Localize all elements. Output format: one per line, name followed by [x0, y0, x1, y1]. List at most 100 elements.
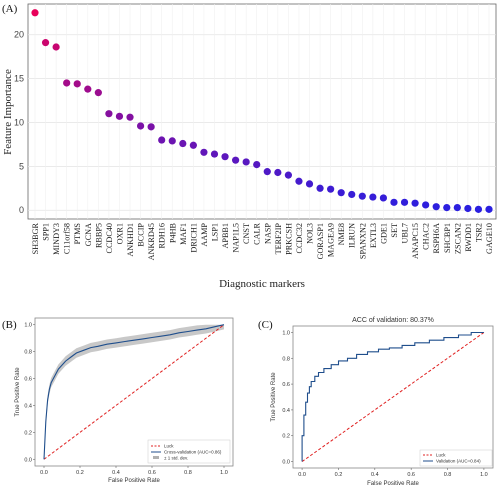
panel-a-point-PRKCSH — [284, 171, 292, 179]
panel-a: 0 5 10 15 20 SH3BGR SPP1 MINDY3 C11orf58 PTMS GCN… — [2, 3, 497, 290]
panel-a-x-tick-label: MAGEA9 — [327, 223, 336, 257]
panel-a-x-tick-label: RDH16 — [158, 223, 167, 248]
panel-a-x-tick-label: GDE1 — [379, 223, 388, 244]
panel-a-point-GORASP1 — [316, 184, 324, 192]
panel-b: 0.0 0.0 0.2 0.2 0.4 0.4 0.6 0.6 0.8 0.8 1.0 1.0 (B)… — [2, 317, 234, 484]
panel-a-x-tick-label: AAMP — [200, 223, 209, 247]
panel-a-point-SHCBP1 — [443, 203, 451, 212]
panel-a-point-SET — [390, 198, 398, 206]
panel-c-x-axis-title: False Positive Rate — [367, 481, 419, 487]
panel-b-y-tick-label: 0.4 — [24, 403, 32, 409]
panel-a-point-P4HB — [168, 137, 176, 145]
panel-a-point-MAF1 — [179, 139, 187, 148]
panel-a-point-ANAPC15 — [411, 199, 419, 207]
panel-a-point-BCCIP — [136, 122, 145, 130]
panel-a-point-GCNA — [84, 85, 92, 93]
legend-label-luck-c: Luck — [436, 453, 446, 458]
panel-a-point-AAMP — [200, 148, 208, 156]
panel-a-x-tick-label: SHCBP1 — [443, 223, 452, 253]
panel-a-point-ANKRD45 — [147, 123, 155, 131]
panel-a-grid — [28, 4, 496, 219]
panel-c-x-tick-label: 0.8 — [444, 472, 452, 478]
panel-a-x-tick-label: CCDC32 — [295, 223, 304, 253]
panel-a-y-ticks: 0 5 10 15 20 — [14, 30, 24, 216]
panel-a-point-RBBP5 — [94, 89, 102, 97]
panel-a-x-tick-label: GAGE10 — [485, 223, 494, 254]
panel-a-y-tick-label: 0 — [19, 205, 24, 215]
panel-a-x-tick-label: CHAC2 — [422, 223, 431, 250]
panel-a-x-tick-label: TSR2 — [474, 223, 483, 242]
panel-a-point-CHAC2 — [422, 201, 430, 209]
panel-a-x-tick-label: OXR1 — [115, 223, 124, 244]
panel-c-x-tick-label: 0.4 — [371, 472, 379, 478]
panel-a-x-tick-label: EXTL3 — [369, 223, 378, 248]
panel-a-x-tick-label: SPP1 — [42, 223, 51, 241]
panel-a-x-tick-label: CALR — [253, 222, 262, 244]
panel-b-x-tick-label: 0.6 — [148, 470, 156, 476]
panel-a-point-TERF2IP — [274, 168, 282, 177]
panel-a-point-GAGE10 — [485, 205, 493, 213]
panel-a-x-tick-label: NOL3 — [306, 223, 315, 244]
panel-a-x-tick-label: NAP1L5 — [232, 223, 241, 253]
panel-c-y-tick-label: 0.2 — [282, 434, 290, 440]
panel-a-point-NME8 — [337, 189, 345, 197]
panel-a-x-tick-label: ANKHD1 — [126, 223, 135, 257]
panel-a-x-tick-label: UBL7 — [401, 223, 410, 243]
panel-c-y-tick-label: 0.8 — [282, 356, 290, 362]
panel-a-point-GDE1 — [379, 194, 388, 202]
panel-b-roc-curve — [43, 324, 225, 460]
legend-label-luck: Luck — [164, 444, 174, 449]
panel-a-x-ticks: SH3BGR SPP1 MINDY3 C11orf58 PTMS GCNA RBBP5 CCD… — [31, 222, 494, 260]
panel-b-legend: Luck Cross-validation (AUC=0.86) ± 1 std… — [147, 439, 231, 464]
panel-a-point-ANKHD1 — [126, 113, 134, 121]
panel-a-point-NASP — [263, 168, 271, 176]
panel-a-point-CALR — [253, 160, 261, 169]
panel-a-point-PTMS — [73, 80, 81, 88]
panel-c-label: (C) — [258, 319, 273, 331]
panel-a-x-tick-label: RSPH6A — [432, 223, 441, 254]
panel-b-label: (B) — [2, 319, 17, 331]
panel-b-x-tick-label: 0.2 — [76, 470, 84, 476]
panel-a-y-tick-label: 15 — [14, 74, 24, 84]
legend-label-cross-validation: Cross-validation (AUC=0.86) — [164, 450, 222, 455]
panel-a-point-OXR1 — [115, 112, 124, 120]
panel-a-x-tick-label: C11orf58 — [63, 223, 72, 254]
panel-b-x-tick-label: 0.4 — [112, 470, 120, 476]
panel-a-x-tick-label: CCDC40 — [105, 223, 114, 253]
panel-a-point-SPP1 — [41, 39, 50, 47]
panel-a-x-tick-label: P4HB — [168, 222, 177, 243]
panel-c-x-tick-label: 0.6 — [407, 472, 415, 478]
panel-c-y-tick-label: 0.6 — [282, 382, 290, 388]
panel-a-x-tick-label: NME8 — [337, 223, 346, 245]
panel-a-point-ILRUN — [348, 190, 356, 199]
panel-a-point-SH3BGR — [31, 9, 39, 17]
panel-c-legend-box — [419, 449, 493, 467]
panel-a-x-tick-label: APBB1 — [221, 223, 230, 248]
panel-a-x-tick-label: ILRUN — [348, 223, 357, 248]
panel-c-y-tick-label: 1.0 — [282, 330, 290, 336]
panel-a-point-MAGEA9 — [327, 185, 335, 193]
panel-b-y-axis-title: True Positive Rate — [15, 367, 21, 417]
panel-b-x-axis-title: False Positive Rate — [108, 478, 160, 484]
panel-c-lines — [301, 331, 485, 462]
legend-label-std-dev: ± 1 std. dev. — [164, 456, 188, 461]
panel-a-point-C11orf58 — [63, 79, 71, 87]
panel-a-point-EXTL3 — [369, 193, 377, 201]
panel-b-y-tick-label: 0.0 — [24, 457, 32, 463]
panel-c-x-tick-label: 0.2 — [335, 472, 343, 478]
panel-a-point-DRICH1 — [189, 141, 197, 149]
panel-a-y-tick-label: 5 — [19, 161, 24, 171]
panel-c-title: ACC of validation: 80.37% — [352, 317, 434, 324]
panel-a-x-tick-label: NASP — [263, 223, 272, 244]
panel-a-point-UBL7 — [400, 198, 409, 206]
panel-a-point-CCDC32 — [295, 177, 303, 185]
panel-a-x-tick-label: SH3BGR — [31, 222, 40, 254]
panel-a-x-tick-label: DRICH1 — [189, 223, 198, 253]
panel-a-point-APBB1 — [221, 153, 229, 161]
panel-a-point-MINDY3 — [52, 43, 60, 51]
panel-a-x-tick-label: GORASP1 — [316, 223, 325, 259]
panel-b-x-tick-label: 1.0 — [220, 470, 228, 476]
panel-a-y-axis-title: Feature Importance — [2, 69, 14, 155]
panel-c-x-tick-label: 1.0 — [480, 472, 488, 478]
